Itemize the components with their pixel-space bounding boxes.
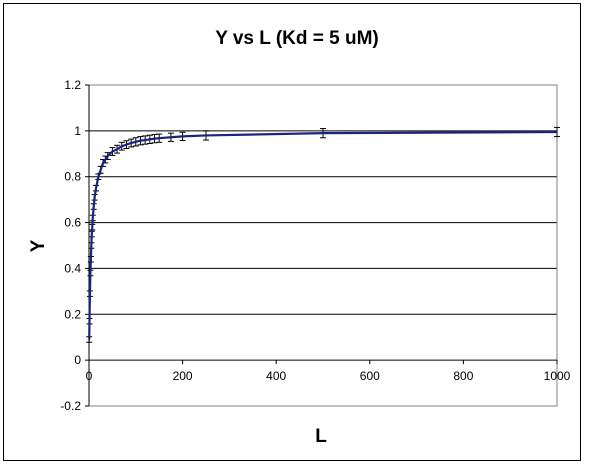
y-axis-label: Y — [28, 239, 49, 252]
y-tick-label-1: 0 — [74, 353, 81, 367]
y-axis-ticks: -0.2 0 0.2 0.4 0.6 0.8 1 1.2 — [60, 78, 89, 413]
chart-frame: Y vs L (Kd = 5 uM) -0.2 0 0.2 0.4 0.6 0.8 1 1.2… — [3, 3, 581, 461]
y-tick-label-2: 0.2 — [64, 307, 81, 321]
y-tick-label-5: 0.8 — [64, 170, 81, 184]
x-tick-label-1: 200 — [173, 369, 193, 383]
y-tick-label-7: 1.2 — [64, 78, 81, 92]
error-bars — [86, 126, 560, 343]
series-line — [88, 130, 558, 340]
x-axis-label: L — [315, 426, 327, 447]
x-axis-ticks: 02004006008001000 — [86, 360, 571, 383]
x-tick-label-2: 400 — [266, 369, 286, 383]
y-tick-label-4: 0.6 — [64, 216, 81, 230]
chart-title: Y vs L (Kd = 5 uM) — [215, 28, 378, 49]
chart-svg: Y vs L (Kd = 5 uM) -0.2 0 0.2 0.4 0.6 0.8 1 1.2… — [28, 28, 571, 447]
x-tick-label-4: 800 — [453, 369, 473, 383]
gridlines — [89, 130, 557, 315]
x-tick-label-5: 1000 — [544, 369, 571, 383]
x-tick-label-3: 600 — [360, 369, 380, 383]
y-tick-label-3: 0.4 — [64, 261, 81, 275]
y-tick-label-0: -0.2 — [60, 399, 81, 413]
y-tick-label-6: 1 — [74, 124, 81, 138]
